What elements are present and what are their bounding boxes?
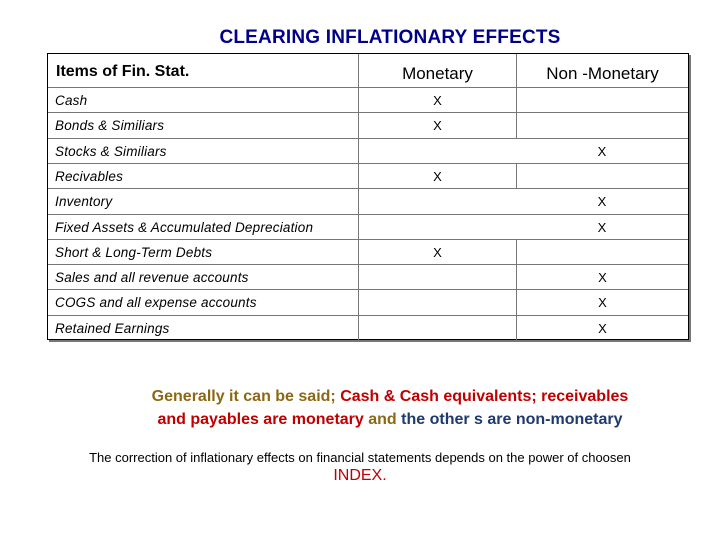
row-non-monetary-mark: X <box>597 219 607 235</box>
table-row: Inventory X <box>48 188 688 215</box>
row-monetary-mark: X <box>433 118 442 134</box>
row-monetary-mark: X <box>433 93 442 108</box>
table-row: Short & Long-Term Debts X <box>48 238 688 266</box>
table-row: Stocks & Similiars X <box>48 137 688 165</box>
table-row: Cash X <box>48 87 688 114</box>
row-item-label: Sales and all revenue accounts <box>55 270 249 286</box>
row-item-label: Cash <box>55 93 88 108</box>
row-item-label: Fixed Assets & Accumulated Depreciation <box>55 219 314 235</box>
summary-cash-phrase: Cash & Cash equivalents; receivables <box>340 388 629 405</box>
summary-intro: Generally it can be said; <box>151 388 341 405</box>
row-item-label: Stocks & Similiars <box>55 143 167 159</box>
table-row: Recivables X <box>48 162 688 190</box>
header-items: Items of Fin. Stat. <box>56 63 190 80</box>
table-row: Sales and all revenue accounts X <box>48 264 688 291</box>
footer-index: INDEX. <box>333 467 387 484</box>
table-row: COGS and all expense accounts X <box>48 289 688 316</box>
page-title: CLEARING INFLATIONARY EFFECTS <box>219 27 561 48</box>
row-non-monetary-mark: X <box>598 295 607 311</box>
summary-and: and <box>363 411 402 428</box>
header-non-monetary: Non -Monetary <box>546 64 659 83</box>
table-header: Items of Fin. Stat. Monetary Non -Moneta… <box>48 54 688 87</box>
row-monetary-mark: X <box>433 168 442 184</box>
row-non-monetary-mark: X <box>597 194 607 210</box>
footer-text: The correction of inflationary effects o… <box>89 450 631 465</box>
classification-table: Items of Fin. Stat. Monetary Non -Moneta… <box>47 53 689 341</box>
table-row: Fixed Assets & Accumulated Depreciation X <box>48 213 688 241</box>
row-monetary-mark: X <box>433 244 442 260</box>
row-non-monetary-mark: X <box>598 270 607 286</box>
table-row: Bonds & Similiars X <box>48 112 688 139</box>
row-non-monetary-mark: X <box>598 320 607 336</box>
summary-others-phrase: the other s are non-monetary <box>401 411 623 428</box>
header-monetary: Monetary <box>402 64 473 83</box>
row-item-label: Inventory <box>55 194 113 210</box>
table-row: Retained Earnings X <box>48 314 688 341</box>
row-item-label: Retained Earnings <box>55 320 170 336</box>
row-item-label: COGS and all expense accounts <box>55 295 257 311</box>
summary-payables-phrase: and payables are monetary <box>157 411 364 428</box>
row-item-label: Bonds & Similiars <box>55 118 165 134</box>
row-item-label: Recivables <box>55 168 124 184</box>
summary-line-1: Generally it can be said; Cash & Cash eq… <box>0 385 720 408</box>
row-non-monetary-mark: X <box>597 143 607 159</box>
summary-line-2: and payables are monetary and the other … <box>0 408 720 431</box>
row-item-label: Short & Long-Term Debts <box>55 244 213 260</box>
